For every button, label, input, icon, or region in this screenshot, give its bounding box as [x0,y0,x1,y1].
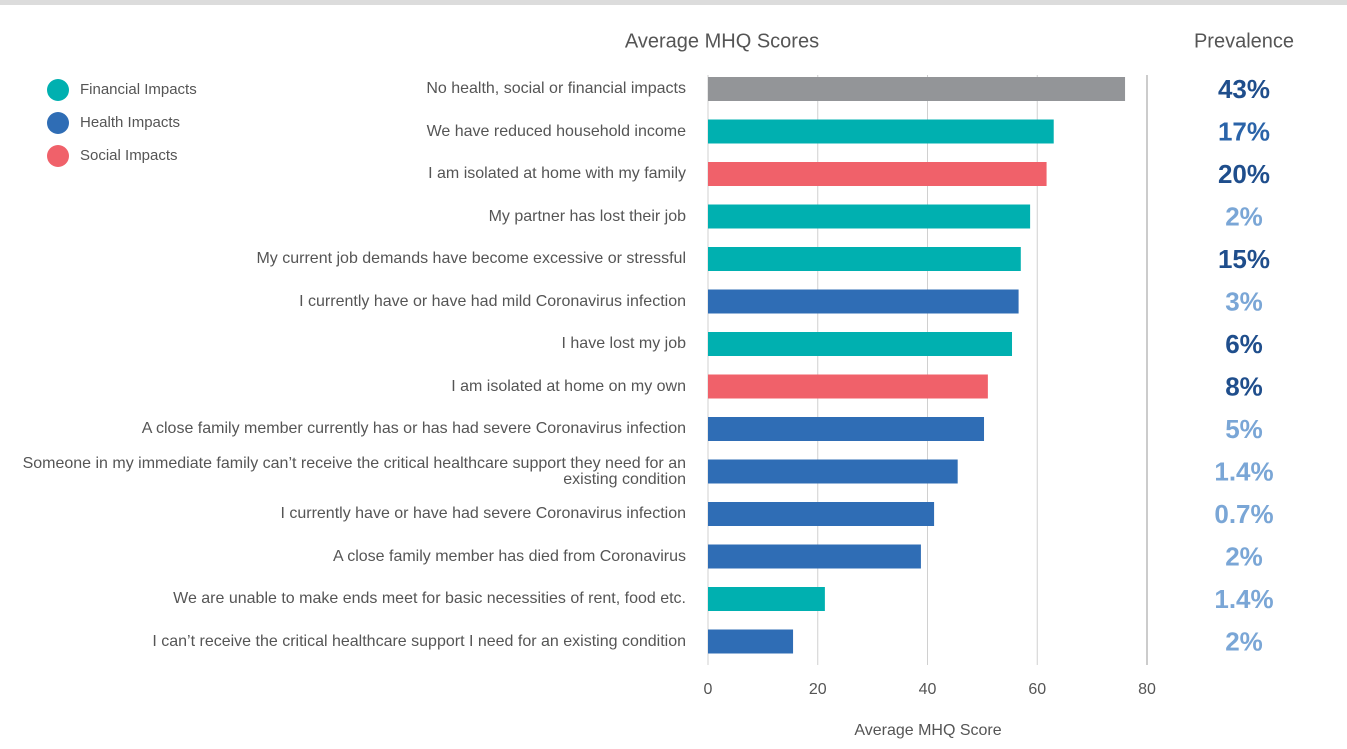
x-tick-label: 80 [1138,681,1156,698]
category-label: I am isolated at home on my own [451,377,686,395]
bar [708,119,1054,144]
prevalence-label: 20% [1218,159,1270,189]
category-label: I am isolated at home with my family [428,165,686,182]
bar [708,417,985,441]
category-label: My partner has lost their job [488,207,686,225]
legend-swatch [47,145,69,167]
prevalence-label: 2% [1225,541,1263,571]
prevalence-label: 5% [1225,414,1263,444]
bar [708,374,988,399]
x-tick-label: 60 [1028,681,1046,698]
prevalence-label: 1.4% [1214,584,1273,614]
category-label: I currently have or have had mild Corona… [299,292,686,310]
bar [708,459,958,484]
bar [708,204,1031,229]
bar [708,332,1013,356]
prevalence-label: 6% [1225,329,1263,359]
category-label: Someone in my immediate family can’t rec… [22,454,686,488]
category-label: I have lost my job [561,335,687,352]
prevalence-label: 15% [1218,244,1270,274]
x-tick-label: 20 [809,681,827,698]
prevalence-label: 0.7% [1214,499,1273,529]
category-label: My current job demands have become exces… [256,250,686,267]
category-label: I can’t receive the critical healthcare … [152,632,686,650]
category-label: We have reduced household income [426,122,686,140]
bar [708,587,825,611]
prevalence-label: 43% [1218,74,1270,104]
legend-label: Financial Impacts [80,81,197,98]
x-axis-title: Average MHQ Score [854,722,1001,739]
x-tick-label: 0 [704,681,713,698]
chart-title: Average MHQ Scores [625,30,819,52]
category-label: We are unable to make ends meet for basi… [173,590,686,607]
category-label: No health, social or financial impacts [426,80,686,97]
bar [708,544,921,569]
prevalence-label: 2% [1225,201,1263,231]
legend-swatch [47,112,69,134]
category-label: I currently have or have had severe Coro… [280,505,686,522]
category-label: A close family member currently has or h… [141,420,686,437]
legend-swatch [47,79,69,101]
bar [708,162,1047,186]
top-bar [0,0,1347,5]
category-label: A close family member has died from Coro… [332,547,686,565]
prevalence-title: Prevalence [1194,30,1294,52]
legend-label: Health Impacts [80,114,180,131]
bar [708,247,1021,271]
bar [708,502,935,526]
bar [708,77,1126,101]
bar [708,289,1019,314]
bar [708,629,794,654]
prevalence-label: 8% [1225,371,1263,401]
legend-label: Social Impacts [80,147,178,164]
x-tick-label: 40 [919,681,937,698]
prevalence-label: 3% [1225,286,1263,316]
prevalence-label: 1.4% [1214,456,1273,486]
prevalence-label: 2% [1225,626,1263,656]
prevalence-label: 17% [1218,116,1270,146]
